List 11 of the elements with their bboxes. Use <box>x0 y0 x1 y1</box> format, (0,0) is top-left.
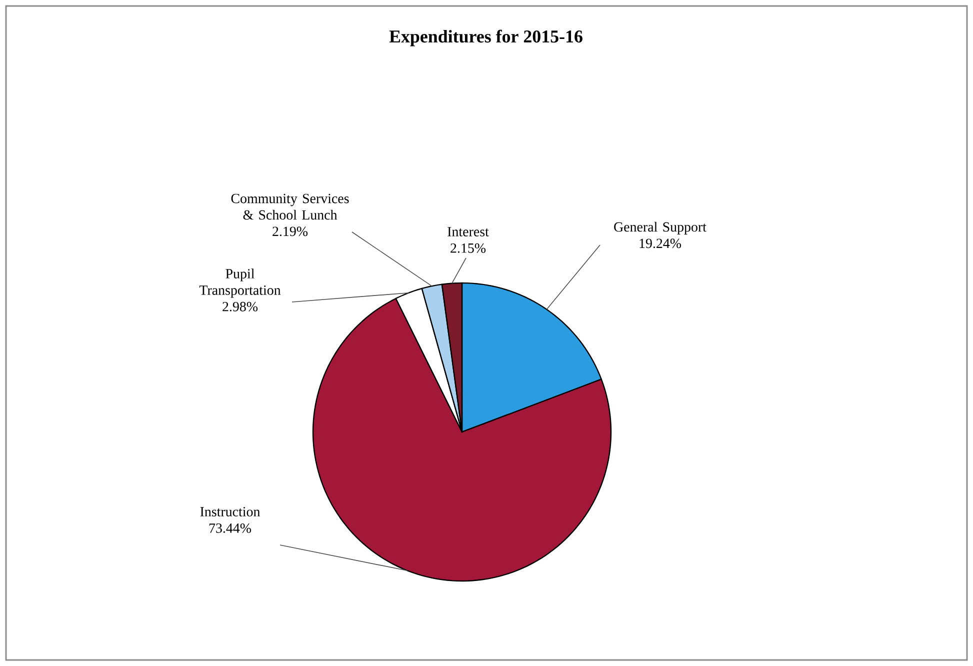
data-label: 73.44% <box>209 523 252 533</box>
slice-label: Pupil Transportation <box>199 268 281 298</box>
slice-label: Instruction <box>200 507 260 516</box>
chart-title: Expenditures for 2015-16 <box>389 30 582 46</box>
data-label: 2.15% <box>450 243 486 253</box>
data-label: 19.24% <box>640 238 682 248</box>
slice-label: Community Services & School Lunch <box>231 194 349 220</box>
data-label: 2.19% <box>272 226 308 236</box>
slice-label: Interest <box>448 227 489 236</box>
data-label: 2.98% <box>222 302 258 312</box>
slice-label: General Support <box>614 222 706 234</box>
